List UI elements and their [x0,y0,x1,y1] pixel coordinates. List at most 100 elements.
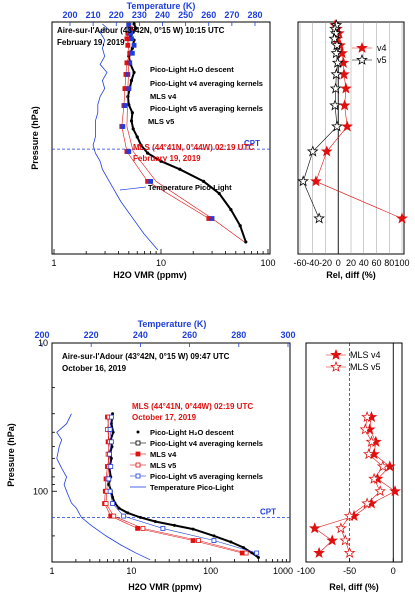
panel3-mls-date: October 17, 2019 [132,413,197,422]
panel3-x-tick-label: 1 [49,566,54,576]
panel3-legend-label: MLS v4 [150,450,177,459]
panel3-mls-v4-point [190,538,196,543]
panel3-site-text: Aire-sur-l'Adour (43°42N, 0°15 W) 09:47 … [62,352,230,361]
panel1-mls-v5-point [148,178,154,184]
panel3-legend-label: Pico-Light v5 averaging kernels [150,472,263,481]
panel1-mls-v4-point [124,36,130,42]
panel2-xlabel: Rel, diff (%) [326,270,376,280]
panel2-x-tick-label: -40 [306,258,319,268]
panel2-v5-point [329,82,342,94]
panel3-pico-light-averaging-kernels-point [108,414,114,420]
panel4-x-tick-label: -100 [297,566,315,576]
panel3-pico-light-averaging-kernels-point [110,501,115,506]
panel3-legend-marker [135,473,141,479]
panel1-mls-text: MLS (44°41N, 0°44W) 02:19 UTC [133,143,254,152]
panel3-pico-light-averaging-kernels-point [106,476,112,482]
panel2-v4-point [339,82,352,94]
panel1-mls-v4-point [122,86,128,91]
panel3-site-date: October 16, 2019 [62,364,127,373]
panel3-pico-light-averaging-kernels-point [121,513,127,519]
panel2-v4-point [320,145,333,157]
panel3-legend-marker [136,430,140,434]
panel4-x-tick-label: 0 [391,566,396,576]
panel1-annotation: Pico-Light v5 averaging kernels [150,104,263,113]
panel3-mls-v5-point [111,513,117,519]
panel2-x-tick-label: 20 [346,258,356,268]
panel2-v5-point [330,47,343,59]
panel4-mls-v5-point [376,460,389,472]
panel1-mls-date: February 19, 2019 [133,154,201,163]
panel2-v5-point [331,39,343,51]
panel3-xlabel: H2O VMR (ppmv) [128,582,202,592]
panel2-legend-label: v5 [377,55,387,65]
panel3-pico-light-h-o-descent-point [153,520,157,524]
panel3-pico-light-h-o-descent-point [111,495,115,499]
panel4-mls-v5-point [363,448,375,460]
panel3-pico-light-h-o-descent-point [191,527,195,531]
panel1-pico-light-h-o-descent-line [126,23,247,243]
panel2-v5-point [331,56,344,68]
panel3-legend-label: Temperature Pico-Light [150,483,234,492]
panel1-annotation-pointer [119,186,147,191]
panel2-v4-point [310,175,322,187]
panel4-xlabel: Rel, diff (%) [329,582,379,592]
panel3-top-tick-label: 240 [133,330,148,340]
panel1-site-text: Aire-sur-l'Adour (43°42N, 0°15 W) 10:15 … [57,26,225,35]
panel3-legend-marker [135,462,141,468]
panel2-v4-point [338,68,350,80]
panel3-x-tick-label: 100 [203,566,218,576]
panel1-mls-v5-point [127,60,133,66]
panel4-mls-v4-line [314,417,396,554]
panel1-mls-v5-point [129,36,134,42]
panel2-v5-point [329,27,342,39]
panel1-mls-v5-point [131,42,137,48]
panel2-v5-line [302,25,338,219]
panel3-pico-light-h-o-descent-point [172,523,176,527]
panel3-pico-light-h-o-descent-point [109,456,113,460]
panel3-y-tick-label: 100 [33,486,48,496]
panel1-mls-v5-point [128,30,134,36]
panel3-top-tick-label: 260 [182,330,197,340]
panel4-mls-v5-point [339,534,352,546]
panel1-cpt-label: CPT [244,139,260,148]
panel4-mls-v5-point [361,410,373,423]
panel3-legend-marker [135,451,141,457]
panel1-mls-v5-point [126,86,132,91]
panel4-mls-v5-line [340,417,384,554]
panel2-legend-label: v4 [377,43,387,53]
panel4-mls-v5-point [343,546,356,559]
panel2-v4-point [341,120,353,132]
panel1-top-tick-label: 220 [109,10,124,20]
panel3-pico-light-averaging-kernels-point [107,488,113,494]
panel3-pico-light-averaging-kernels-point [108,439,114,445]
panel3-pico-light-h-o-descent-point [110,445,114,449]
panel4-mls-v4-point [308,522,321,534]
panel2-x-tick-label: 100 [394,258,409,268]
panel2-legend-marker [356,53,368,65]
panel3-ylabel: Pressure (hPa) [6,423,16,487]
panel1-top-tick-label: 250 [178,10,193,20]
panel1-x-tick-label: 10 [156,258,166,268]
panel4-legend-label: MLS v4 [350,350,381,360]
panel1-top-tick-label: 210 [86,10,101,20]
panel3-pico-light-averaging-kernels-point [254,550,260,556]
panel2-v5-point [313,212,325,224]
panel4-mls-v4-point [389,485,401,497]
panel3-mls-v5-point [195,538,201,543]
panel1-top-tick-label: 270 [224,10,239,20]
panel3-pico-light-h-o-descent-point [256,556,260,560]
panel3-pico-light-averaging-kernels-point [160,525,166,531]
panel3-pico-light-averaging-kernels-point [108,464,114,469]
panel3-pico-light-h-o-descent-point [229,540,233,544]
panel1-mls-v5-point [129,50,135,56]
panel2-v5-point [331,120,343,132]
panel3-pico-light-averaging-kernels-point [211,538,217,543]
panel2-v5-point [297,175,309,187]
panel1-mls-v5-point [125,72,131,77]
panel4-mls-v4-point [313,546,325,559]
panel2-x-tick-label: 0 [336,258,341,268]
panel3-cpt-label: CPT [260,507,276,516]
panel2-v5-point [328,32,341,44]
panel4-legend-marker [330,348,342,360]
